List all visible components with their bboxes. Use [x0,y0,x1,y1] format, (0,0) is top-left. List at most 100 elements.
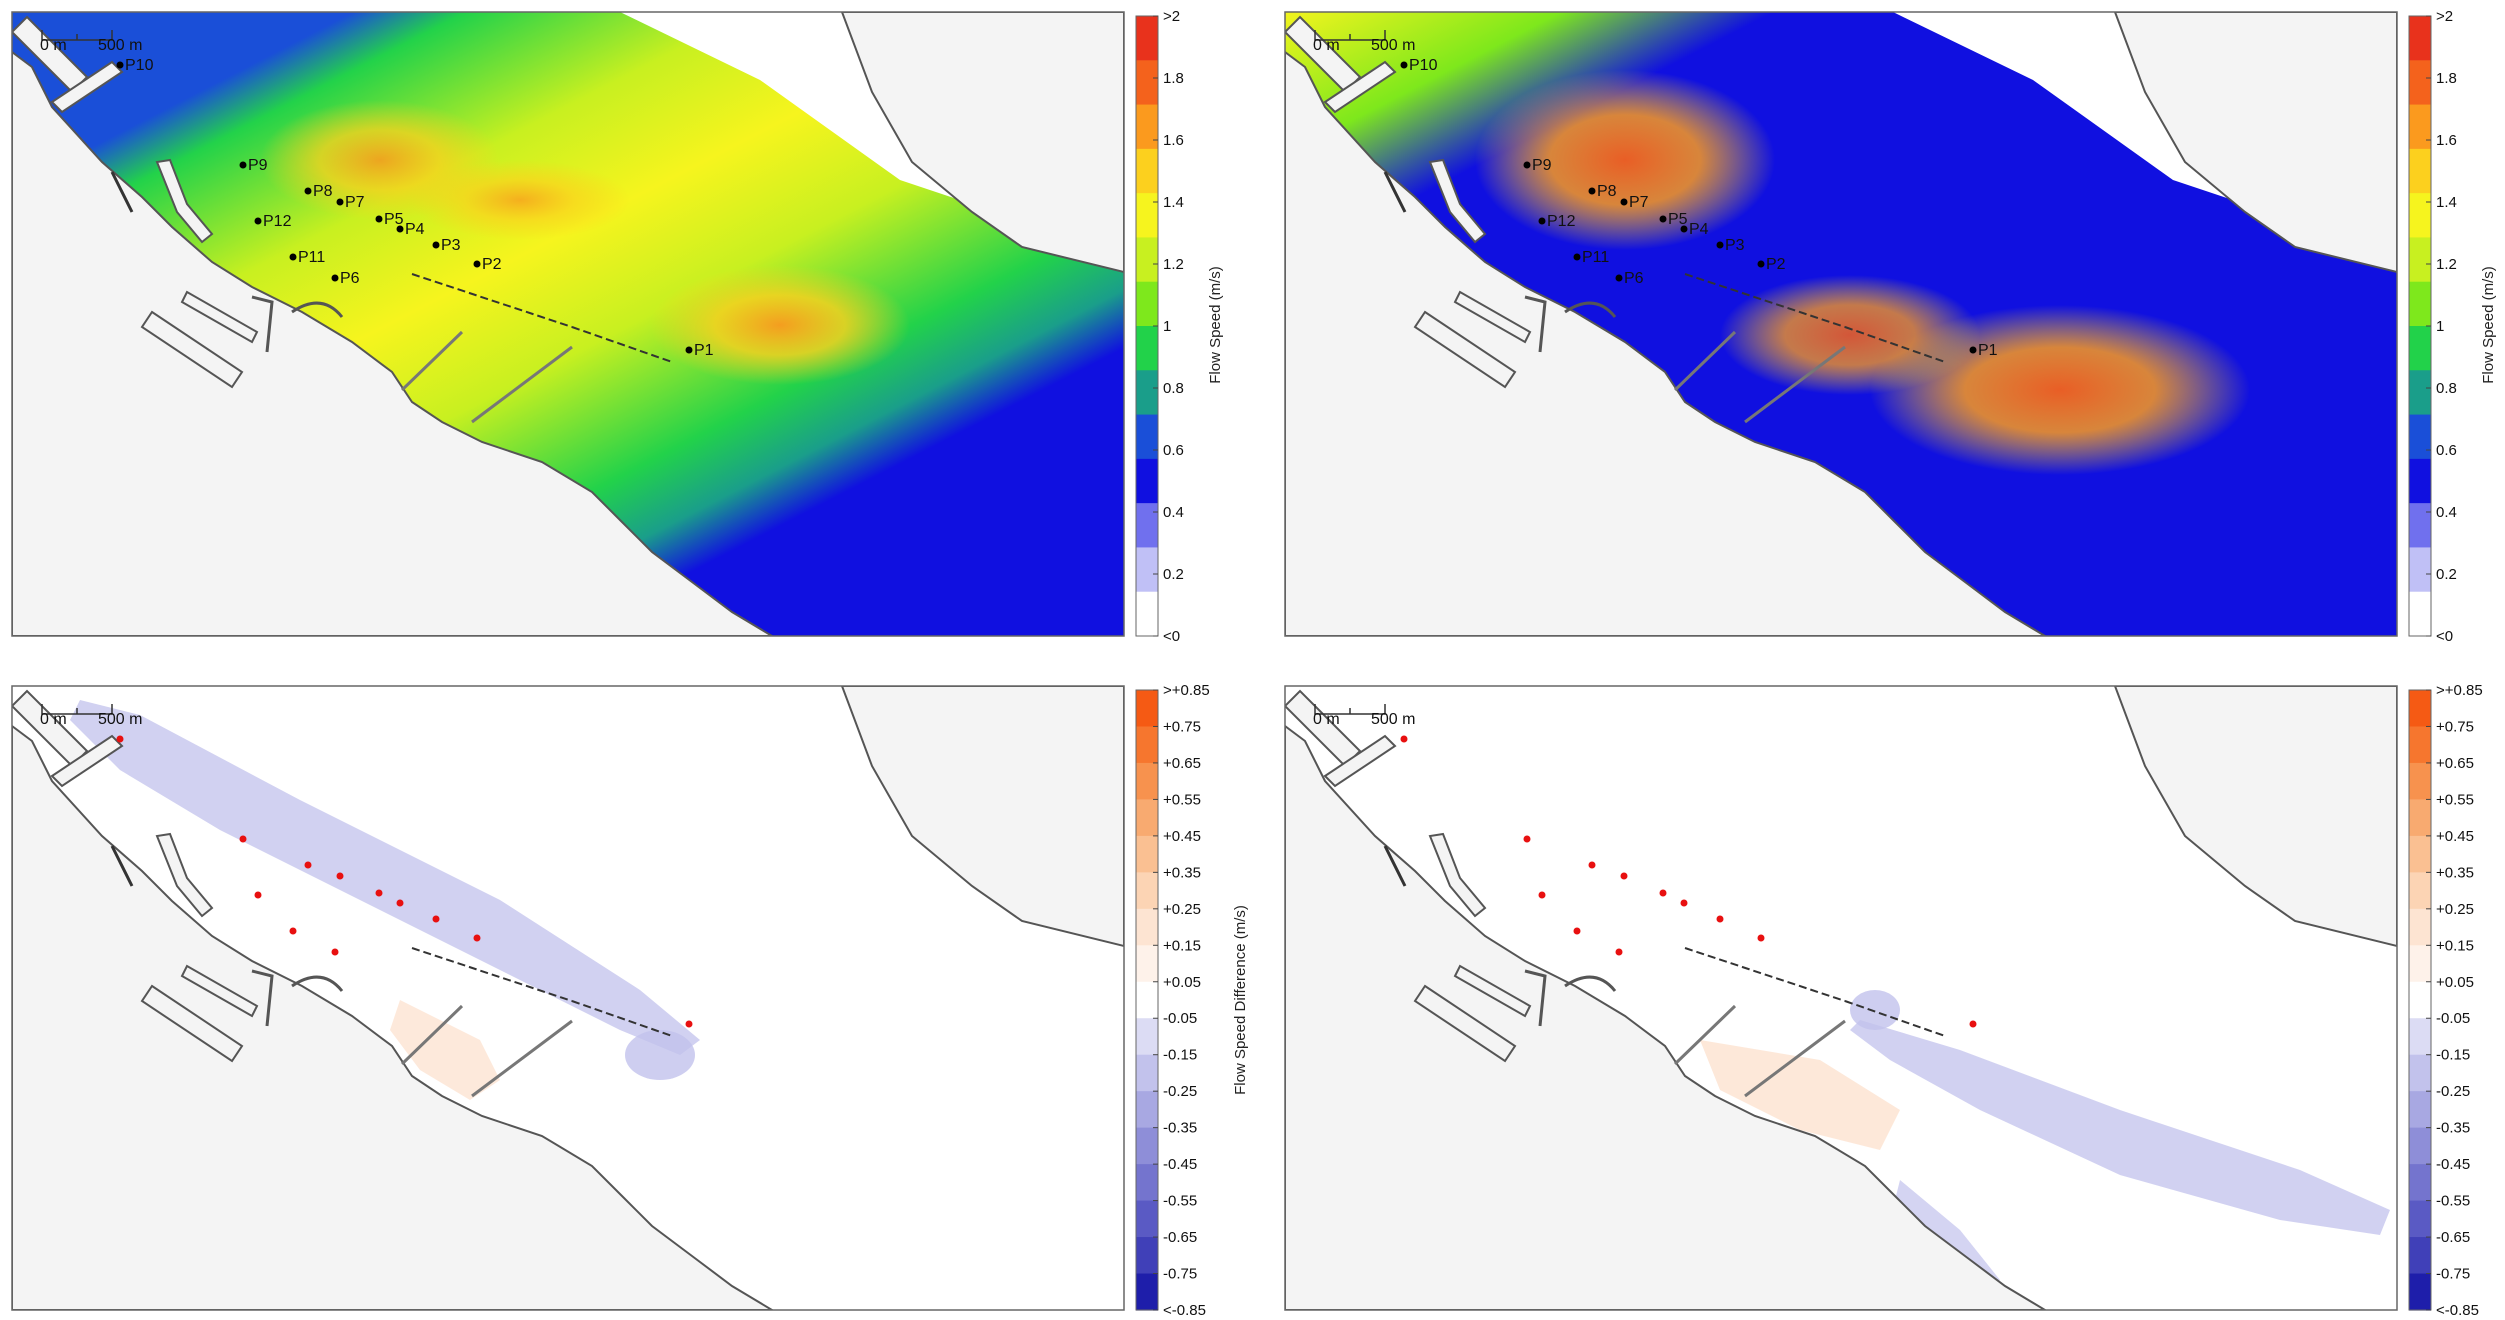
colorbar-swatch [1136,326,1158,371]
colorbar-swatch [1136,148,1158,194]
points-panel-d [1400,735,1977,1028]
colorbar-tick-label: -0.75 [2436,1266,2470,1283]
colorbar-tick-label: 1 [1163,318,1171,335]
colorbar-swatch [2409,60,2431,106]
colorbar-swatch [1136,1164,1158,1202]
point-marker [304,861,312,869]
point-label: P10 [125,57,154,74]
colorbar-swatch [1136,1018,1158,1056]
point-marker [1615,948,1623,956]
colorbar-swatch [1136,690,1158,728]
colorbar-tick-label: 0.4 [1163,504,1184,521]
point-label: P2 [482,256,502,273]
point-marker [1538,891,1546,899]
point-marker [336,872,344,880]
colorbar-swatch [2409,1091,2431,1129]
point-label: P8 [313,183,333,200]
point-marker [116,61,124,69]
point-label: P1 [694,342,714,359]
point-marker [1757,260,1765,268]
points-panel-c [116,735,693,1028]
colorbar-swatch [1136,370,1158,416]
colorbar-tick-label: -0.15 [1163,1047,1197,1064]
colorbar-swatch [1136,281,1158,327]
point-marker [1659,889,1667,897]
point-label: P9 [248,157,268,174]
scale-start: 0 m [40,711,67,728]
colorbar-tick-label: +0.25 [2436,901,2474,918]
colorbar-speed-b: >2 1.8 1.6 1.4 1.2 1 0.8 0.6 0.4 0.2 <0 [2408,8,2457,645]
colorbar-tick-label: 0.6 [1163,442,1184,459]
colorbar-swatch [2409,945,2431,983]
colorbar-tick-label: +0.55 [2436,791,2474,808]
colorbar-tick-label: 1.2 [2436,256,2457,273]
colorbar-swatch [2409,762,2431,801]
scale-start: 0 m [1313,37,1340,54]
colorbar-swatch [1136,458,1158,504]
colorbar-swatch [2409,148,2431,194]
colorbar-tick-label: +0.45 [2436,828,2474,845]
colorbar-tick-label: +0.55 [1163,791,1201,808]
point-marker [375,889,383,897]
colorbar-swatch [2409,1054,2431,1092]
colorbar-swatch [1136,726,1158,764]
point-marker [239,161,247,169]
point-label: P2 [1766,256,1786,273]
colorbar-swatch [1136,835,1158,873]
colorbar-tick-label: 1.8 [1163,70,1184,87]
colorbar-tick-label: -0.15 [2436,1047,2470,1064]
colorbar-swatch [2409,503,2431,549]
colorbar-tick-label: -0.45 [2436,1156,2470,1173]
colorbar-tick-label: +0.35 [2436,864,2474,881]
colorbar-swatch [1136,762,1158,801]
colorbar-swatch [1136,1054,1158,1092]
colorbar-tick-label: +0.45 [1163,828,1201,845]
colorbar-swatch [1136,981,1158,1019]
point-marker [1757,934,1765,942]
point-marker [1680,899,1688,907]
point-label: P9 [1532,157,1552,174]
point-marker [685,1020,693,1028]
point-label: P4 [1689,221,1709,238]
colorbar-tick-label: <0 [2436,628,2453,645]
colorbar-swatch [2409,104,2431,150]
point-marker [254,891,262,899]
colorbar-tick-label: 1 [2436,318,2444,335]
colorbar-swatch [2409,370,2431,416]
point-marker [432,241,440,249]
colorbar-swatch [1136,503,1158,549]
colorbar-diff-d: >+0.85 +0.75 +0.65 +0.55 +0.45 +0.35 +0.25 +0.1… [2408,682,2483,1319]
colorbar-swatch [1136,1200,1158,1238]
colorbar-tick-label: +0.75 [1163,718,1201,735]
colorbar-swatch [2409,326,2431,371]
colorbar-tick-label: +0.15 [2436,937,2474,954]
colorbar-tick-label: +0.35 [1163,864,1201,881]
colorbar-swatch [1136,1091,1158,1129]
point-label: P10 [1409,57,1438,74]
colorbar-tick-label: 1.8 [2436,70,2457,87]
point-marker [1716,915,1724,923]
colorbar-swatch [2409,799,2431,837]
point-label: P1 [1978,342,1998,359]
colorbar-tick-label: +0.65 [2436,755,2474,772]
colorbar-tick-label: -0.55 [2436,1193,2470,1210]
point-label: P8 [1597,183,1617,200]
colorbar-swatch [2409,726,2431,764]
colorbar-swatch [2409,16,2431,61]
colorbar-tick-label: 1.4 [1163,194,1184,211]
point-marker [473,260,481,268]
colorbar-swatch [2409,547,2431,593]
point-label: P5 [1668,211,1688,228]
point-marker [1588,187,1596,195]
point-label: P7 [1629,194,1649,211]
colorbar-tick-label: <-0.85 [1163,1302,1206,1319]
colorbar-swatch [2409,872,2431,910]
colorbar-tick-label: 1.2 [1163,256,1184,273]
colorbar-tick-label: -0.55 [1163,1193,1197,1210]
colorbar-tick-label: >2 [1163,8,1180,25]
colorbar-swatch [2409,591,2431,637]
colorbar-tick-label: 0.8 [2436,380,2457,397]
colorbar-swatch [2409,237,2431,283]
